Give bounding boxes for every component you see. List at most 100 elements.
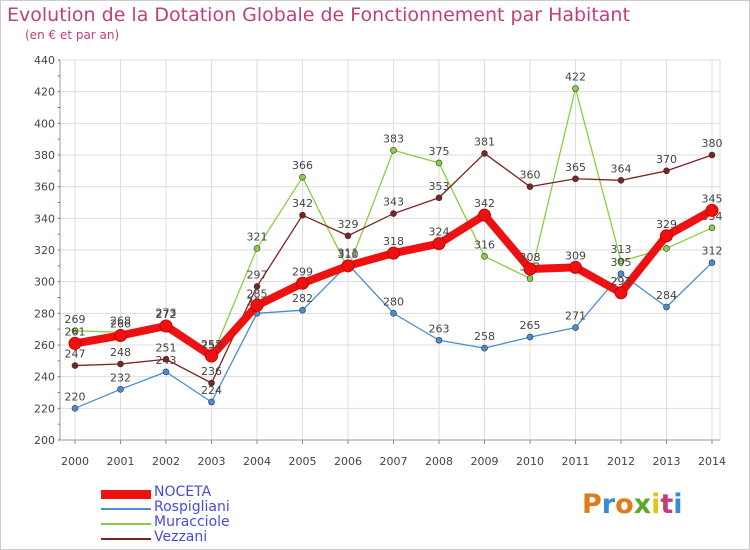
x-tick-label: 2010 <box>516 455 544 468</box>
x-tick-label: 2002 <box>152 455 180 468</box>
data-point-vezzani <box>162 355 170 363</box>
legend-swatch-vezzani <box>101 538 151 540</box>
data-point-muracciole <box>435 159 443 167</box>
data-label-muracciole: 375 <box>429 145 450 158</box>
data-label-rospigliani: 232 <box>110 371 131 384</box>
data-point-noceta <box>205 349 218 363</box>
data-label-vezzani: 365 <box>565 161 586 174</box>
data-point-noceta <box>250 298 264 312</box>
data-point-muracciole <box>71 327 79 335</box>
y-tick-label: 360 <box>34 181 55 194</box>
data-point-vezzani <box>572 175 579 183</box>
proxiti-logo: Proxiti <box>582 489 683 520</box>
data-label-noceta: 308 <box>520 251 541 264</box>
x-tick-label: 2014 <box>698 455 726 468</box>
data-point-vezzani <box>435 194 443 202</box>
data-label-noceta: 285 <box>247 287 268 300</box>
data-point-vezzani <box>390 210 397 217</box>
data-label-vezzani: 343 <box>383 196 404 209</box>
data-point-muracciole <box>481 253 488 260</box>
data-point-muracciole <box>253 245 261 252</box>
data-point-rospigliani <box>708 259 716 266</box>
y-tick-label: 220 <box>34 402 55 415</box>
data-point-noceta <box>705 203 719 217</box>
data-point-noceta <box>114 329 127 342</box>
x-tick-label: 2001 <box>107 455 135 468</box>
data-label-noceta: 342 <box>474 197 495 210</box>
data-point-muracciole <box>708 224 716 232</box>
data-point-rospigliani <box>481 344 488 352</box>
data-label-noceta: 253 <box>201 338 222 351</box>
data-label-rospigliani: 312 <box>702 245 723 258</box>
data-label-muracciole: 366 <box>292 159 313 172</box>
data-label-noceta: 266 <box>110 318 131 331</box>
data-point-noceta <box>523 262 537 276</box>
data-label-noceta: 293 <box>611 275 632 288</box>
data-point-vezzani <box>617 177 625 184</box>
data-label-rospigliani: 258 <box>474 330 495 343</box>
data-label-muracciole: 313 <box>611 243 632 256</box>
data-label-noceta: 310 <box>338 248 359 261</box>
data-point-vezzani <box>526 183 534 190</box>
data-label-vezzani: 251 <box>156 341 177 354</box>
data-label-vezzani: 360 <box>520 169 541 182</box>
data-point-muracciole <box>390 146 397 154</box>
y-tick-label: 320 <box>34 244 55 257</box>
data-label-noceta: 324 <box>429 226 450 239</box>
data-label-rospigliani: 305 <box>611 256 632 269</box>
x-tick-label: 2000 <box>61 455 89 468</box>
brand-letter: t <box>660 489 674 520</box>
data-label-muracciole: 422 <box>565 71 586 84</box>
data-point-vezzani <box>481 150 488 157</box>
data-label-rospigliani: 280 <box>383 295 404 308</box>
y-tick-label: 400 <box>34 117 55 130</box>
data-label-rospigliani: 284 <box>656 289 677 302</box>
x-tick-label: 2013 <box>653 455 681 468</box>
data-point-vezzani <box>117 360 124 368</box>
data-label-vezzani: 236 <box>201 365 222 378</box>
data-label-muracciole: 316 <box>474 238 495 251</box>
data-point-muracciole <box>526 275 534 282</box>
data-point-rospigliani <box>117 386 124 393</box>
y-tick-label: 300 <box>34 276 55 289</box>
y-tick-label: 440 <box>34 54 55 67</box>
data-point-rospigliani <box>390 310 397 317</box>
data-label-noceta: 272 <box>156 308 177 321</box>
x-tick-label: 2011 <box>562 455 590 468</box>
brand-letter: r <box>601 489 616 520</box>
legend-label-rospigliani: Rospigliani <box>154 499 230 515</box>
data-label-muracciole: 321 <box>247 230 268 243</box>
data-label-rospigliani: 311 <box>338 246 359 259</box>
data-point-noceta <box>432 237 446 251</box>
data-point-rospigliani <box>299 306 306 314</box>
x-tick-label: 2005 <box>289 455 317 468</box>
data-point-noceta <box>569 260 582 274</box>
data-label-vezzani: 247 <box>65 348 86 361</box>
data-point-rospigliani <box>572 324 579 331</box>
legend-label-muracciole: Muracciole <box>154 514 230 530</box>
data-label-vezzani: 364 <box>611 162 632 175</box>
data-point-noceta <box>478 208 491 222</box>
data-label-rospigliani: 220 <box>65 390 86 403</box>
data-point-rospigliani <box>526 333 534 341</box>
data-label-rospigliani: 263 <box>429 322 450 335</box>
brand-letter: o <box>615 489 634 520</box>
y-tick-label: 200 <box>34 434 55 447</box>
data-point-noceta <box>614 286 628 300</box>
y-tick-label: 240 <box>34 371 55 384</box>
data-label-vezzani: 353 <box>429 180 450 193</box>
data-point-rospigliani <box>617 270 625 278</box>
x-tick-label: 2006 <box>334 455 362 468</box>
brand-letter: x <box>633 489 652 520</box>
brand-letter: i <box>673 489 683 520</box>
legend-swatch-rospigliani <box>101 508 151 510</box>
data-label-vezzani: 370 <box>656 153 677 166</box>
data-label-rospigliani: 271 <box>565 310 586 323</box>
legend-label-vezzani: Vezzani <box>154 529 208 545</box>
data-label-rospigliani: 282 <box>292 292 313 305</box>
data-point-noceta <box>660 229 673 243</box>
data-point-noceta <box>387 246 400 260</box>
data-label-rospigliani: 265 <box>520 319 541 332</box>
data-label-noceta: 261 <box>65 325 86 338</box>
